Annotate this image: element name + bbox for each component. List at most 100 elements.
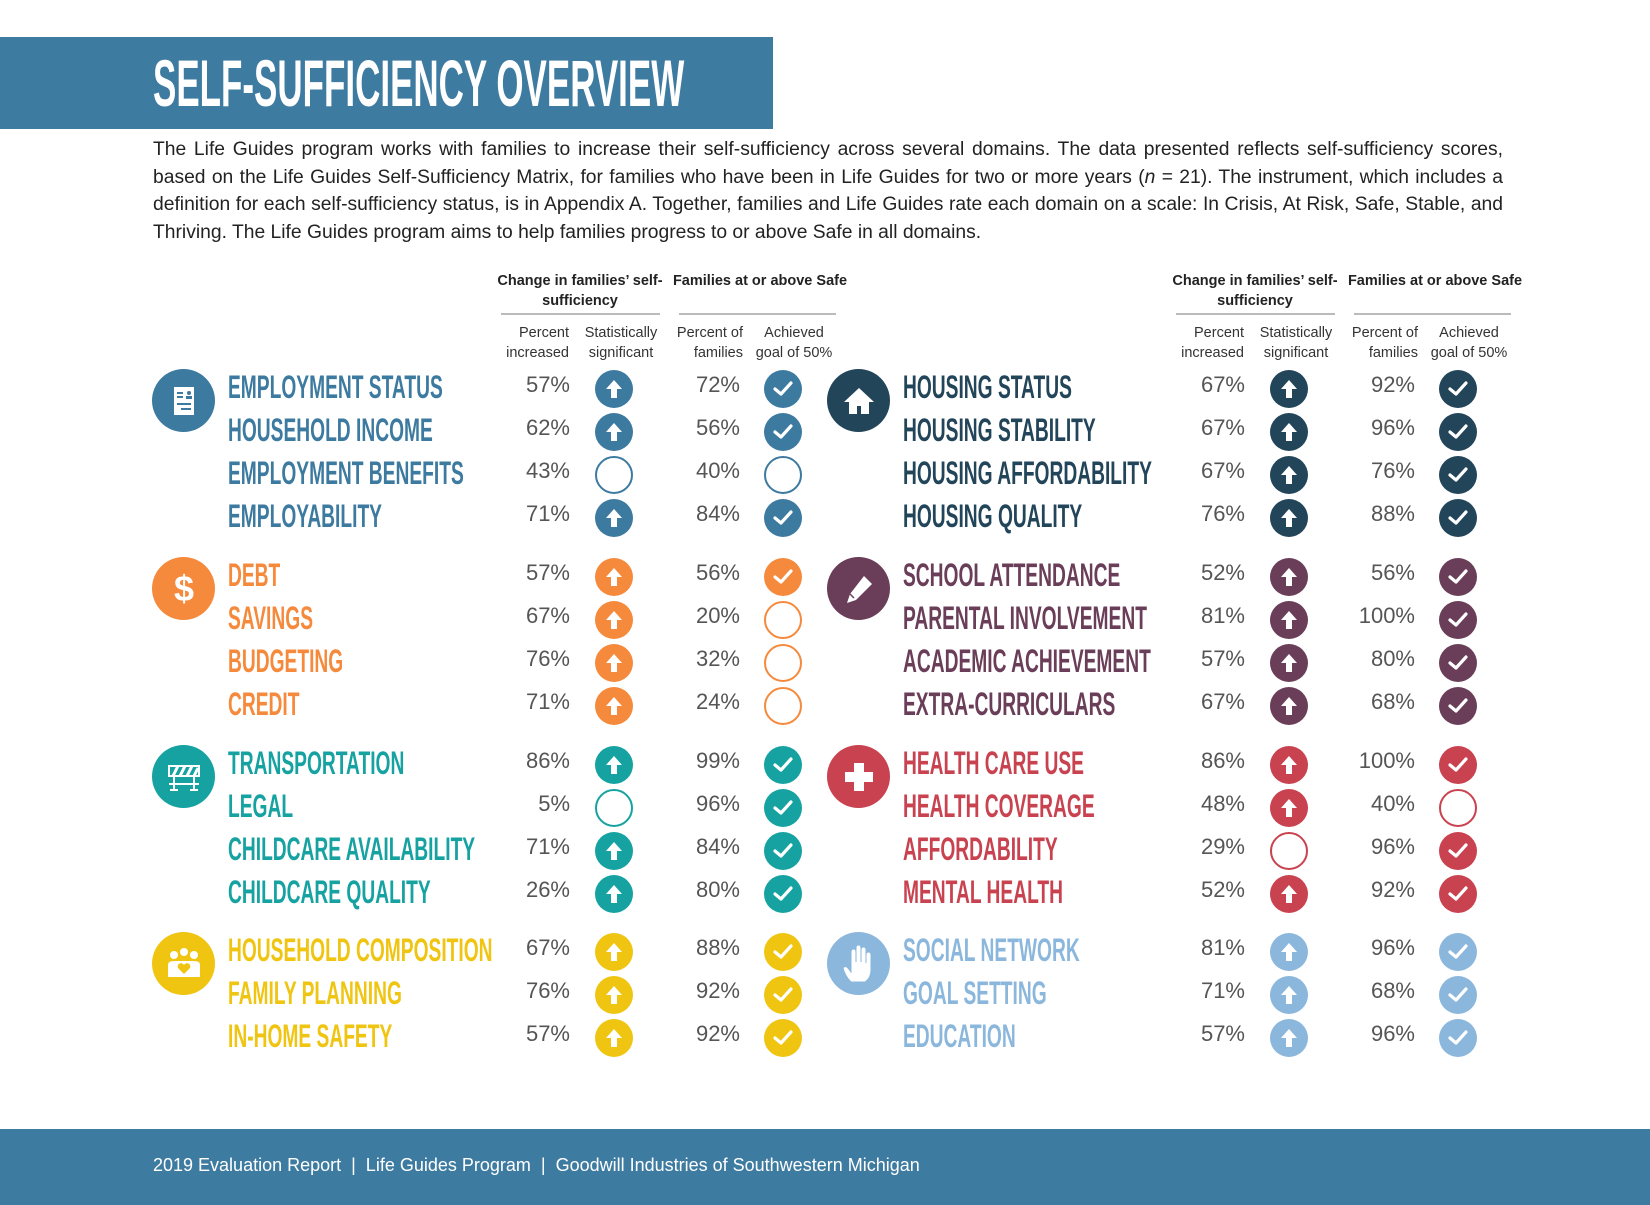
domain-label: EMPLOYABILITY — [228, 498, 382, 535]
percent-safe: 32% — [695, 646, 740, 672]
significant-arrow-icon — [1270, 933, 1308, 971]
achieved-check-icon — [764, 558, 802, 596]
significant-arrow-icon — [1270, 746, 1308, 784]
percent-safe: 76% — [1370, 458, 1415, 484]
footer: 2019 Evaluation Report | Life Guides Pro… — [0, 1129, 1650, 1205]
domain-label: HOUSING STATUS — [903, 369, 1072, 405]
not-achieved-circle-icon — [764, 687, 802, 726]
percent-safe: 56% — [1370, 560, 1415, 585]
intro-text: The Life Guides program works with famil… — [153, 139, 1503, 188]
domain-label: CHILDCARE QUALITY — [228, 874, 431, 911]
not-achieved-circle-icon — [1439, 789, 1477, 828]
significant-arrow-icon — [1270, 644, 1308, 683]
page-title: SELF-SUFFICIENCY OVERVIEW — [153, 46, 685, 120]
percent-safe: 96% — [1370, 1021, 1415, 1047]
percent-safe: 96% — [1370, 834, 1415, 860]
domain-label: CREDIT — [228, 686, 300, 723]
family-category-icon — [152, 932, 215, 995]
header-divider — [501, 313, 660, 315]
achieved-check-icon — [764, 499, 802, 538]
domain-label: EMPLOYMENT BENEFITS — [228, 455, 464, 492]
domain-label: PARENTAL INVOLVEMENT — [903, 600, 1147, 637]
significant-arrow-icon — [1270, 601, 1308, 640]
domain-label: IN-HOME SAFETY — [228, 1018, 393, 1055]
percent-safe: 88% — [1370, 501, 1415, 527]
domain-label: SAVINGS — [228, 600, 313, 637]
hand-icon — [841, 943, 877, 984]
not-significant-circle-icon — [595, 456, 633, 495]
percent-increased: 57% — [1200, 1021, 1245, 1047]
percent-safe: 96% — [1370, 415, 1415, 441]
change-header: Change in families’ self-sufficiency — [497, 273, 663, 309]
percent-increased: 81% — [1200, 935, 1245, 960]
significant-arrow-icon — [595, 1019, 633, 1058]
domain-label: HOUSING AFFORDABILITY — [903, 455, 1152, 492]
percent-increased: 76% — [525, 978, 570, 1004]
intro-n: n — [1144, 166, 1156, 188]
percent-increased: 43% — [525, 458, 570, 484]
significant-arrow-icon — [595, 558, 633, 596]
dollar-icon: $ — [167, 569, 201, 609]
pencil-category-icon — [827, 557, 890, 620]
achieved-check-icon — [1439, 746, 1477, 784]
percent-safe: 80% — [1370, 646, 1415, 672]
percent-increased: 67% — [525, 935, 570, 960]
significant-arrow-icon — [1270, 976, 1308, 1015]
barrier-icon — [166, 762, 202, 792]
percent-increased: 57% — [525, 1021, 570, 1047]
percent-increased: 57% — [525, 560, 570, 585]
significant-arrow-icon — [595, 413, 633, 452]
significant-arrow-icon — [1270, 456, 1308, 495]
significant-arrow-icon — [1270, 875, 1308, 914]
percent-increased: 67% — [525, 603, 570, 629]
percent-safe: 92% — [1370, 372, 1415, 397]
domain-label: LEGAL — [228, 788, 294, 825]
significant-arrow-icon — [595, 832, 633, 871]
intro-paragraph: The Life Guides program works with famil… — [153, 136, 1503, 246]
domain-label: DEBT — [228, 557, 281, 593]
domain-label: EXTRA-CURRICULARS — [903, 686, 1116, 723]
dollar-category-icon: $ — [152, 557, 215, 620]
change-header: Change in families’ self-sufficiency — [1172, 273, 1338, 309]
percent-increased: 86% — [1200, 748, 1245, 773]
footer-text: 2019 Evaluation Report | Life Guides Pro… — [153, 1155, 920, 1175]
significant-arrow-icon — [595, 499, 633, 538]
percent-increased: 67% — [1200, 415, 1245, 441]
safe-header: Families at or above Safe — [672, 273, 848, 289]
significant-arrow-icon — [1270, 1019, 1308, 1058]
not-significant-circle-icon — [595, 789, 633, 828]
percent-safe: 84% — [695, 501, 740, 527]
significant-arrow-icon — [1270, 370, 1308, 408]
significant-arrow-icon — [595, 933, 633, 971]
header-divider — [1176, 313, 1335, 315]
achieved-check-icon — [1439, 875, 1477, 914]
domain-label: TRANSPORTATION — [228, 745, 405, 781]
percent-safe: 40% — [695, 458, 740, 484]
percent-increased: 81% — [1200, 603, 1245, 629]
domain-label: EDUCATION — [903, 1018, 1016, 1055]
significant-arrow-icon — [595, 601, 633, 640]
percent-safe: 80% — [695, 877, 740, 903]
significant-arrow-icon — [595, 976, 633, 1015]
significant-arrow-icon — [595, 746, 633, 784]
house-icon — [841, 384, 877, 418]
percent-of-families-header: Percent of families — [1351, 325, 1418, 361]
title-banner: SELF-SUFFICIENCY OVERVIEW — [0, 37, 773, 129]
achieved-goal-header: Achieved goal of 50% — [755, 325, 833, 361]
percent-safe: 92% — [695, 1021, 740, 1047]
percent-increased: 48% — [1200, 791, 1245, 817]
percent-increased: 86% — [525, 748, 570, 773]
achieved-check-icon — [1439, 456, 1477, 495]
percent-increased-header: Percent increased — [1181, 325, 1244, 361]
percent-safe: 56% — [695, 415, 740, 441]
percent-increased: 71% — [525, 689, 570, 715]
significant-arrow-icon — [595, 370, 633, 408]
achieved-check-icon — [764, 789, 802, 828]
achieved-check-icon — [1439, 933, 1477, 971]
achieved-check-icon — [1439, 601, 1477, 640]
percent-increased: 29% — [1200, 834, 1245, 860]
percent-safe: 40% — [1370, 791, 1415, 817]
percent-increased: 76% — [525, 646, 570, 672]
domain-label: BUDGETING — [228, 643, 344, 680]
percent-increased-header: Percent increased — [506, 325, 569, 361]
